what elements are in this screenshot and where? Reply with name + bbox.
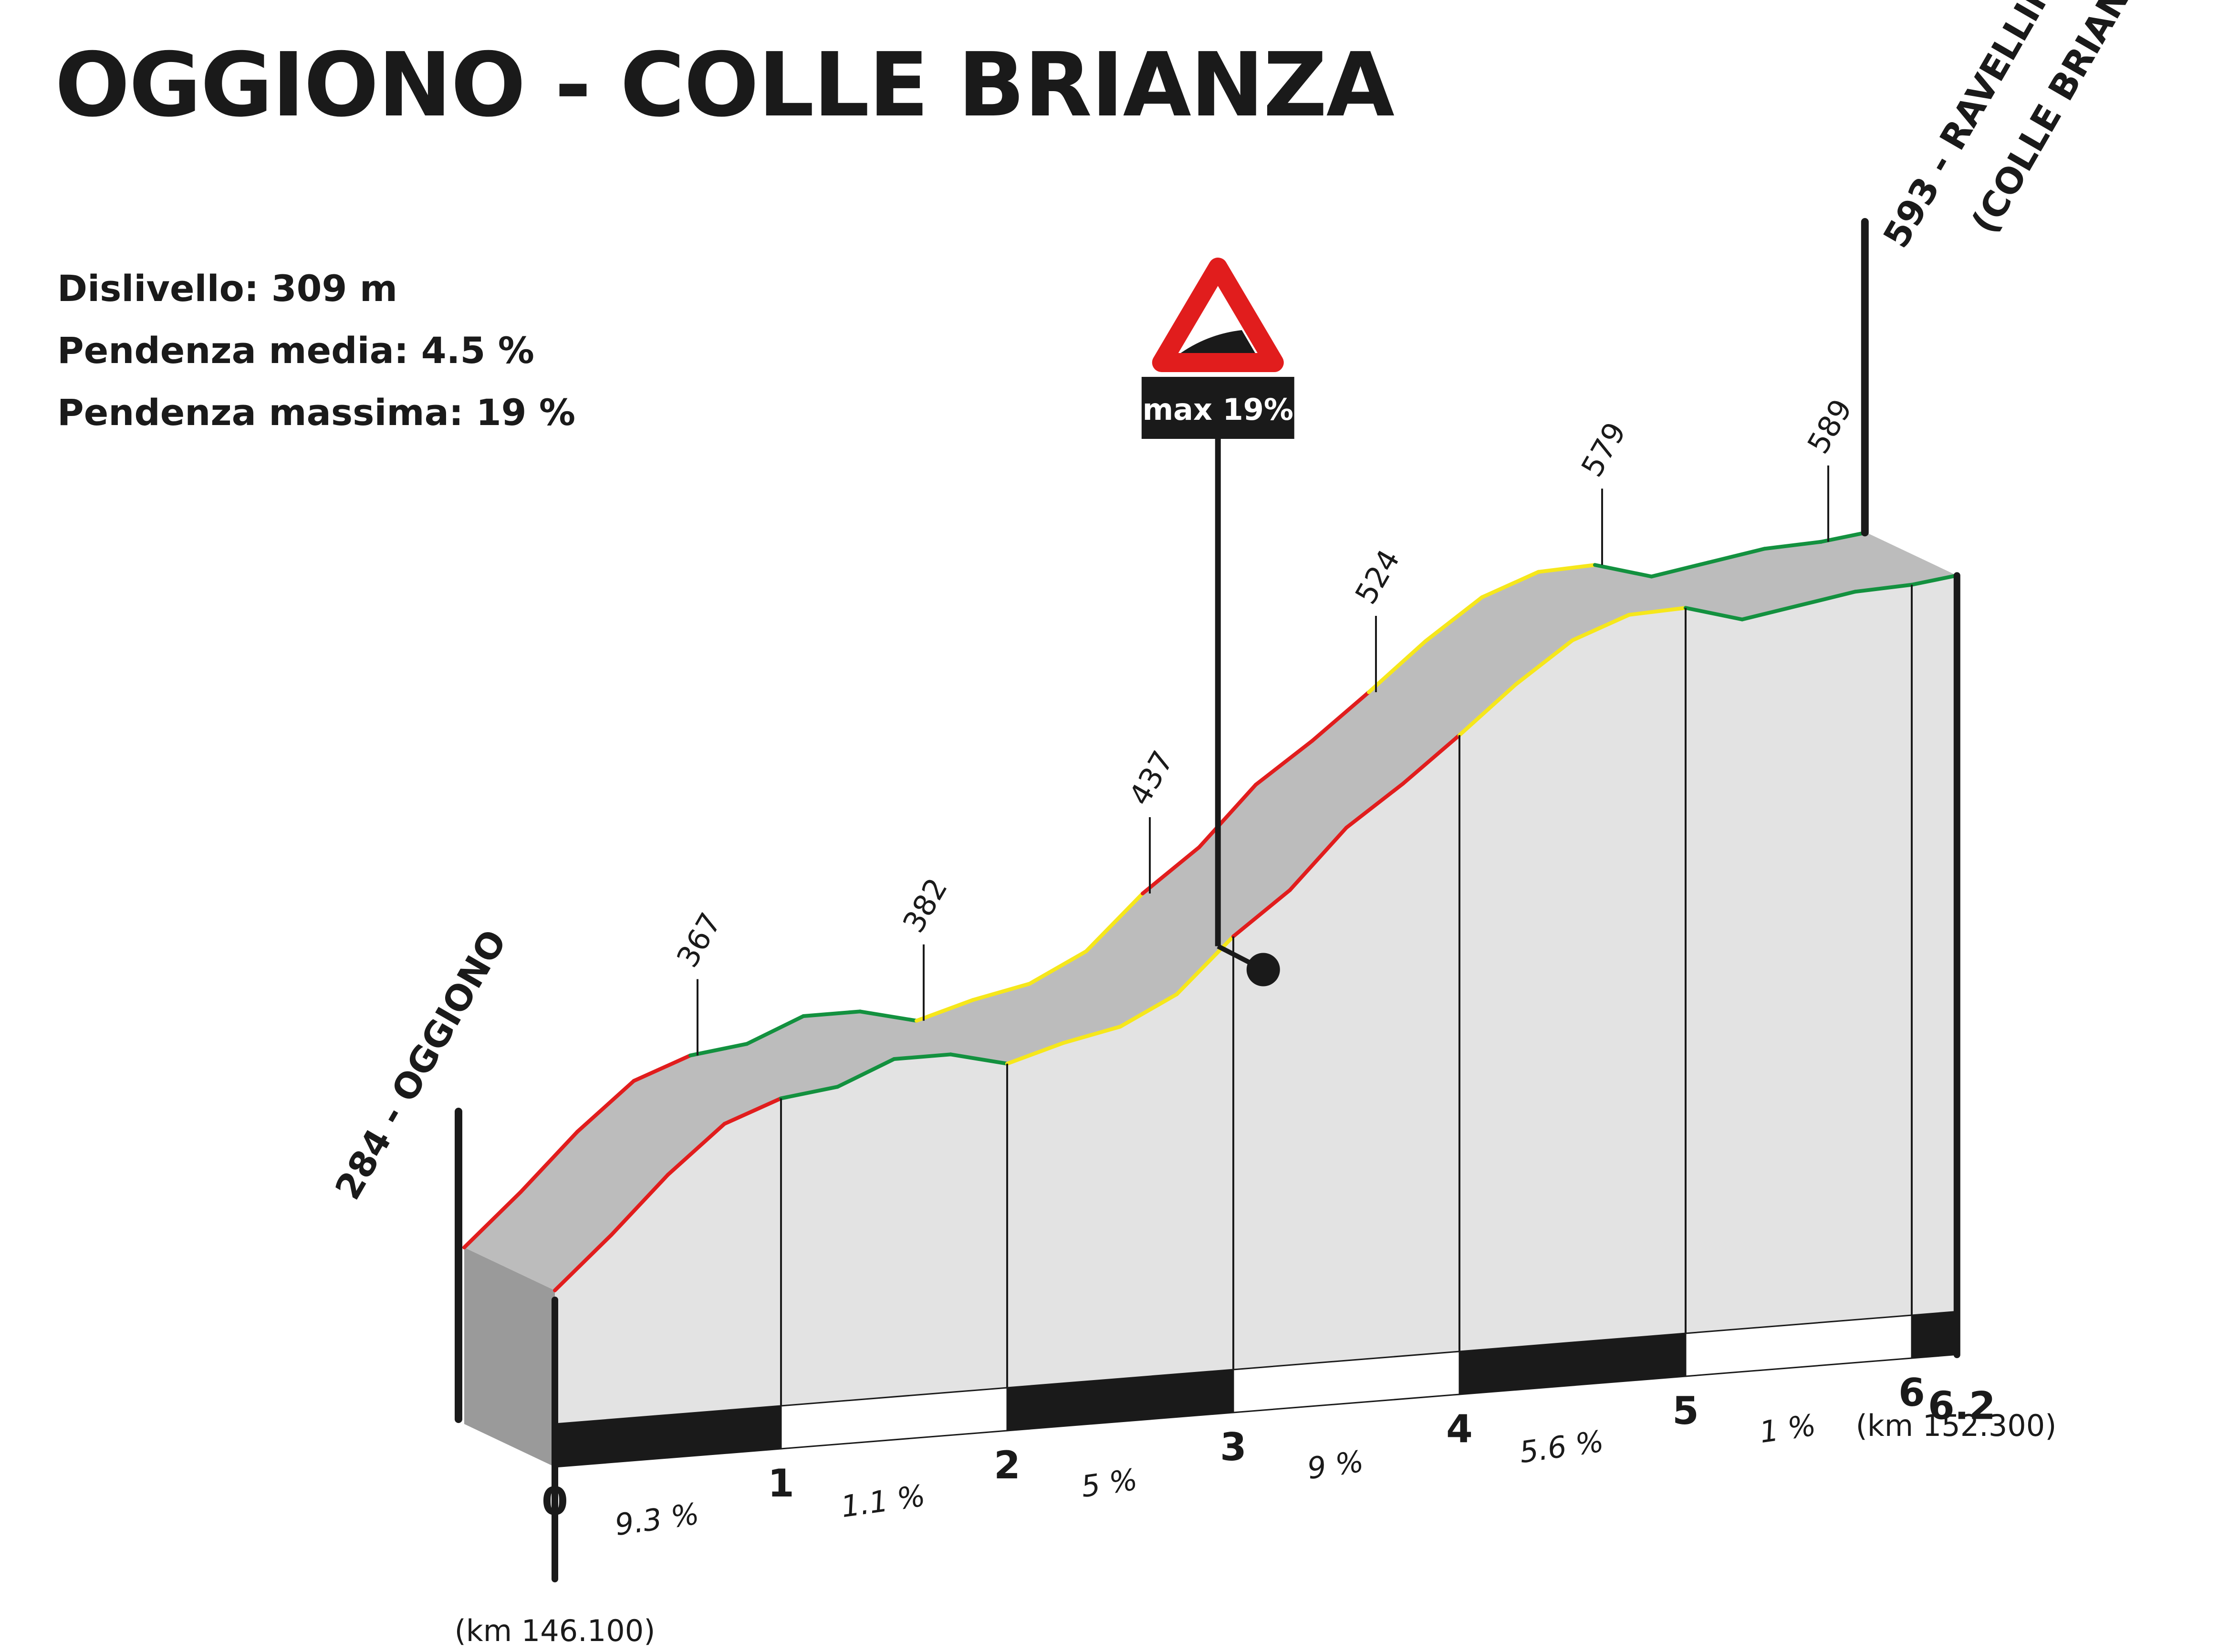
segment-grade-label: 9 %	[1305, 1444, 1365, 1486]
profile-back-edge	[1028, 949, 1088, 986]
segment-grade-label: 1.1 %	[839, 1478, 927, 1524]
km-tick-label: 5	[1672, 1389, 1699, 1433]
profile-front-edge	[1458, 682, 1518, 737]
profile-back-edge	[1480, 570, 1541, 600]
profile-back-edge	[1762, 540, 1823, 551]
elevation-marker-label: 524	[1348, 544, 1406, 610]
profile-back-edge	[1254, 738, 1314, 787]
segment-grade-label: 9.3 %	[613, 1496, 701, 1542]
profile-back-edge	[1310, 690, 1371, 743]
profile-back-edge	[519, 1130, 579, 1194]
segment-grade-label: 5 %	[1079, 1462, 1139, 1504]
profile-front-edge	[1005, 1041, 1066, 1066]
profile-base-layer	[455, 218, 1960, 1582]
profile-front-edge	[722, 1096, 783, 1126]
profile-front-edge	[1231, 888, 1292, 938]
profile-front-edge	[892, 1052, 953, 1061]
profile-front-edge	[948, 1052, 1009, 1066]
profile-back-edge	[745, 1014, 805, 1046]
stat-pendenza-media: Pendenza media: 4.5 %	[57, 329, 534, 372]
profile-back-edge	[1536, 563, 1597, 574]
profile-back-edge	[1084, 891, 1145, 954]
profile-top-surface	[464, 532, 1957, 1290]
stat-dislivello: Dislivello: 309 m	[57, 267, 398, 310]
profile-back-edge	[688, 1042, 749, 1058]
profile-front-edge	[779, 1085, 840, 1101]
profile-back-edge	[575, 1079, 636, 1134]
km-tick-label: 6.2	[1928, 1383, 1996, 1428]
profile-back-edge	[632, 1053, 692, 1083]
profile-front-edge	[1175, 934, 1235, 997]
finish-km-note: (km 152.300)	[1856, 1408, 2057, 1443]
km-tick-label: 4	[1446, 1407, 1473, 1451]
profile-back-edge	[915, 998, 975, 1023]
profile-front-edge	[553, 1233, 614, 1292]
slope-icon	[1180, 330, 1255, 353]
stat-pendenza-massima: Pendenza massima: 19 %	[57, 391, 576, 434]
profile-back-edge	[462, 1190, 523, 1249]
profile-front-edge	[1401, 733, 1461, 786]
climb-stats: Dislivello: 309 m Pendenza media: 4.5 % …	[57, 258, 575, 444]
profile-front-edge	[1514, 638, 1574, 686]
segment-grade-label: 1 %	[1757, 1407, 1818, 1450]
km-tick-label: 3	[1220, 1425, 1247, 1469]
profile-front-edge	[835, 1057, 896, 1089]
profile-back-edge	[1141, 845, 1201, 895]
profile-back-edge	[802, 1009, 862, 1018]
profile-front-edge	[1684, 606, 1744, 622]
profile-back-edge	[1706, 547, 1767, 565]
profile-front-edge	[1910, 573, 1959, 587]
profile-back-edge	[971, 982, 1031, 1002]
profile-front-edge	[1344, 781, 1405, 830]
km-band-6	[1911, 1310, 1958, 1359]
elevation-marker-label: 579	[1574, 416, 1633, 483]
km-tick-label: 2	[994, 1443, 1021, 1487]
badge-dot	[1246, 953, 1280, 987]
km-tick-label: 6	[1898, 1371, 1925, 1415]
profile-front-edge	[609, 1173, 670, 1237]
elevation-marker-label: 382	[896, 872, 954, 938]
km-tick-label: 0	[542, 1479, 568, 1524]
start-name: 284 - OGGIONO	[327, 923, 515, 1206]
profile-front-edge	[1118, 992, 1179, 1029]
profile-front-edge	[1797, 590, 1857, 608]
profile-back-edge	[1367, 639, 1427, 694]
page-title: OGGIONO - COLLE BRIANZA	[55, 33, 1395, 136]
elevation-marker-label: 589	[1801, 393, 1859, 459]
elevation-marker-label: 367	[670, 907, 728, 973]
profile-front-edge	[1627, 606, 1688, 617]
profile-fill-layer	[464, 532, 1957, 1467]
profile-side-face	[555, 575, 1957, 1467]
profile-lines-layer	[462, 530, 1959, 1449]
profile-front-edge	[1740, 603, 1801, 622]
elevation-marker-label: 437	[1122, 745, 1180, 811]
badge-label-box	[1141, 377, 1294, 439]
profile-back-edge	[858, 1009, 918, 1023]
profile-back-edge	[1593, 563, 1654, 579]
profile-front-edge	[1062, 1025, 1122, 1045]
profile-front-edge	[666, 1122, 727, 1177]
profile-front-edge	[1571, 613, 1631, 643]
badge-label: max 19%	[1143, 392, 1293, 427]
segment-grade-label: 5.6 %	[1517, 1423, 1606, 1470]
km-tick-label: 1	[768, 1461, 794, 1506]
profile-start-face	[464, 1247, 555, 1467]
max-gradient-badge: max 19%	[1141, 258, 1294, 987]
profile-back-edge	[1649, 561, 1710, 579]
profile-back-edge	[1197, 783, 1258, 849]
profile-front-edge	[1853, 582, 1914, 594]
profile-front-edge	[1288, 826, 1348, 892]
profile-back-edge	[1423, 595, 1484, 644]
start-km-note: (km 146.100)	[455, 1613, 656, 1648]
